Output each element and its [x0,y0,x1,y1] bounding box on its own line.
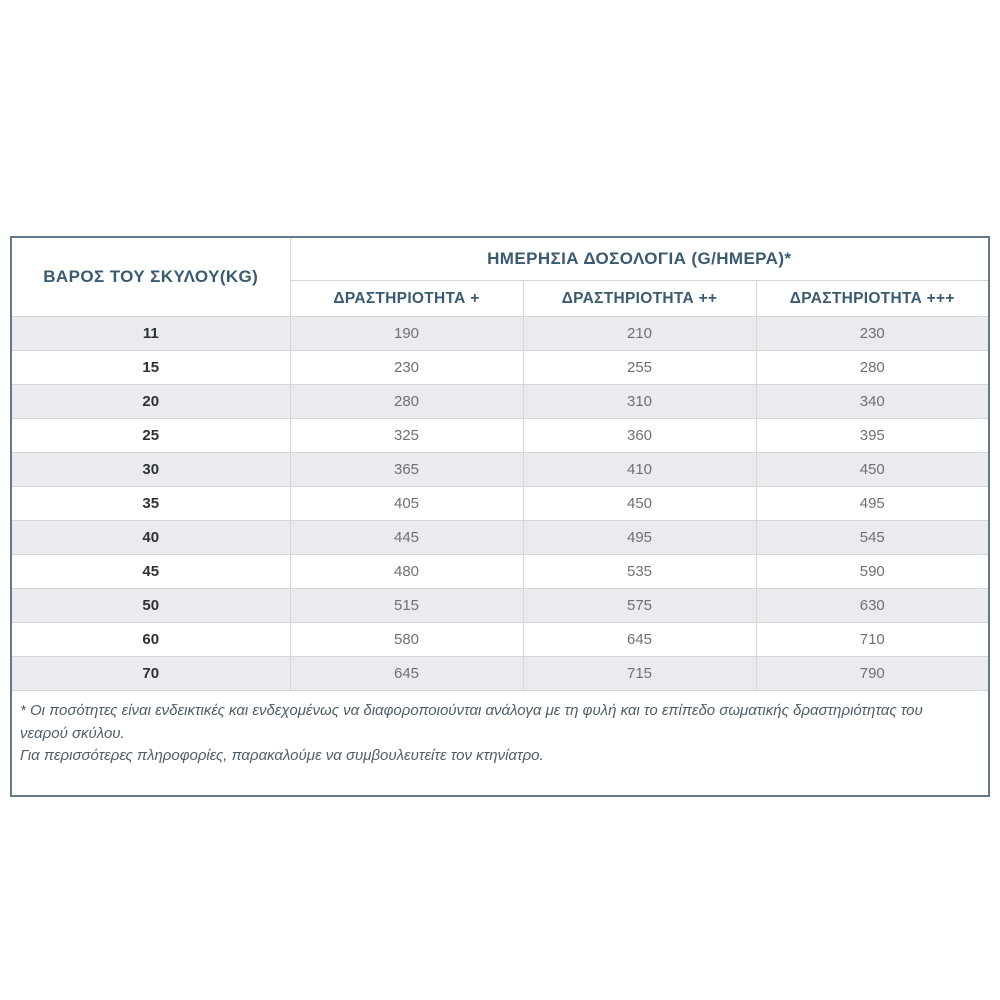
weight-cell: 20 [10,384,291,419]
weight-column-header: ΒΑΡΟΣ ΤΟΥ ΣΚΥΛΟΥ(KG) [10,236,291,317]
dosage-cell: 280 [289,384,524,419]
activity-plus-header: ΔΡΑΣΤΗΡΙΟΤΗΤΑ + [289,280,524,317]
dosage-cell: 230 [289,350,524,385]
dosage-cell: 495 [755,486,990,521]
table-header: ΒΑΡΟΣ ΤΟΥ ΣΚΥΛΟΥ(KG) ΗΜΕΡΗΣΙΑ ΔΟΣΟΛΟΓΙΑ … [10,236,990,317]
dosage-table-container: ΒΑΡΟΣ ΤΟΥ ΣΚΥΛΟΥ(KG) ΗΜΕΡΗΣΙΑ ΔΟΣΟΛΟΓΙΑ … [10,236,991,797]
weight-cell: 11 [10,316,291,351]
table-row: 40 445 495 545 [10,520,990,555]
dosage-cell: 710 [755,622,990,657]
dosage-cell: 630 [755,588,990,623]
weight-cell: 40 [10,520,291,555]
dosage-cell: 445 [289,520,524,555]
dosage-cell: 450 [755,452,990,487]
dosage-cell: 310 [522,384,757,419]
weight-cell: 15 [10,350,291,385]
weight-cell: 50 [10,588,291,623]
dosage-cell: 280 [755,350,990,385]
activity-plus-plus-header: ΔΡΑΣΤΗΡΙΟΤΗΤΑ ++ [522,280,757,317]
dosage-cell: 545 [755,520,990,555]
weight-cell: 35 [10,486,291,521]
weight-cell: 60 [10,622,291,657]
dosage-cell: 410 [522,452,757,487]
dosage-cell: 340 [755,384,990,419]
dosage-cell: 190 [289,316,524,351]
dosage-cell: 575 [522,588,757,623]
table-row: 30 365 410 450 [10,452,990,487]
table-row: 15 230 255 280 [10,350,990,385]
dosage-cell: 645 [289,656,524,691]
dosage-cell: 230 [755,316,990,351]
footnote-row: * Οι ποσότητες είναι ενδεικτικές και ενδ… [11,690,990,796]
header-row-activity: ΔΡΑΣΤΗΡΙΟΤΗΤΑ + ΔΡΑΣΤΗΡΙΟΤΗΤΑ ++ ΔΡΑΣΤΗΡ… [11,280,990,317]
dosage-cell: 395 [755,418,990,453]
activity-plus-plus-plus-header: ΔΡΑΣΤΗΡΙΟΤΗΤΑ +++ [755,280,990,317]
dosage-cell: 495 [522,520,757,555]
weight-cell: 45 [10,554,291,589]
header-row-group: ΒΑΡΟΣ ΤΟΥ ΣΚΥΛΟΥ(KG) ΗΜΕΡΗΣΙΑ ΔΟΣΟΛΟΓΙΑ … [10,236,990,317]
dosage-table: ΒΑΡΟΣ ΤΟΥ ΣΚΥΛΟΥ(KG) ΗΜΕΡΗΣΙΑ ΔΟΣΟΛΟΓΙΑ … [10,236,991,797]
dosage-cell: 790 [755,656,990,691]
table-row: 45 480 535 590 [10,554,990,589]
weight-cell: 70 [10,656,291,691]
dosage-cell: 360 [522,418,757,453]
weight-cell: 25 [10,418,291,453]
dosage-cell: 645 [522,622,757,657]
table-row: 25 325 360 395 [10,418,990,453]
dosage-cell: 405 [289,486,524,521]
footnote-line-2: Για περισσότερες πληροφορίες, παρακαλούμ… [20,747,544,764]
dosage-cell: 590 [755,554,990,589]
dosage-cell: 535 [522,554,757,589]
dosage-cell: 580 [289,622,524,657]
footnote: * Οι ποσότητες είναι ενδεικτικές και ενδ… [11,690,990,796]
dosage-cell: 515 [289,588,524,623]
table-row: 20 280 310 340 [10,384,990,419]
dosage-cell: 715 [522,656,757,691]
dosage-cell: 255 [522,350,757,385]
footnote-line-1: * Οι ποσότητες είναι ενδεικτικές και ενδ… [20,702,923,742]
table-row: 70 645 715 790 [10,656,990,691]
weight-cell: 30 [10,452,291,487]
dosage-cell: 210 [522,316,757,351]
dosage-cell: 450 [522,486,757,521]
table-footer: * Οι ποσότητες είναι ενδεικτικές και ενδ… [11,690,990,796]
table-row: 50 515 575 630 [10,588,990,623]
dosage-cell: 365 [289,452,524,487]
table-body: 11 190 210 230 15 230 255 280 20 280 310… [10,316,990,691]
dosage-cell: 325 [289,418,524,453]
dosage-group-header: ΗΜΕΡΗΣΙΑ ΔΟΣΟΛΟΓΙΑ (G/ΗΜΕΡΑ)* [289,236,990,281]
table-row: 60 580 645 710 [10,622,990,657]
table-row: 35 405 450 495 [10,486,990,521]
table-row: 11 190 210 230 [10,316,990,351]
dosage-cell: 480 [289,554,524,589]
